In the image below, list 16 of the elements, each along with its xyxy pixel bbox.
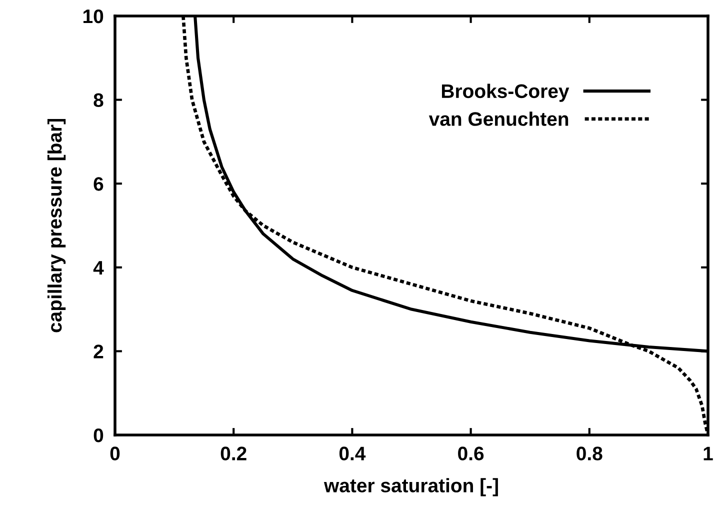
x-tick-label: 0.2 (220, 446, 246, 460)
legend-label: Brooks-Corey (442, 84, 570, 102)
y-tick-label: 4 (93, 261, 104, 274)
x-tick-label: 0.8 (576, 446, 602, 460)
x-tick-label: 0 (110, 446, 120, 460)
y-tick-label: 0 (94, 428, 104, 442)
x-tick-label: 0.6 (458, 446, 484, 460)
x-axis-title: water saturation [-] (324, 478, 498, 496)
y-tick-label: 2 (94, 344, 104, 358)
y-tick-label: 6 (94, 177, 104, 191)
x-tick-label: 1 (704, 446, 713, 460)
x-tick-label: 0.4 (339, 446, 366, 460)
y-tick-label: 8 (94, 93, 104, 108)
y-tick-label: 10 (83, 9, 104, 24)
y-axis-title: capillary pressure [bar] (47, 119, 66, 332)
legend-label: van Genuchten (428, 112, 568, 126)
